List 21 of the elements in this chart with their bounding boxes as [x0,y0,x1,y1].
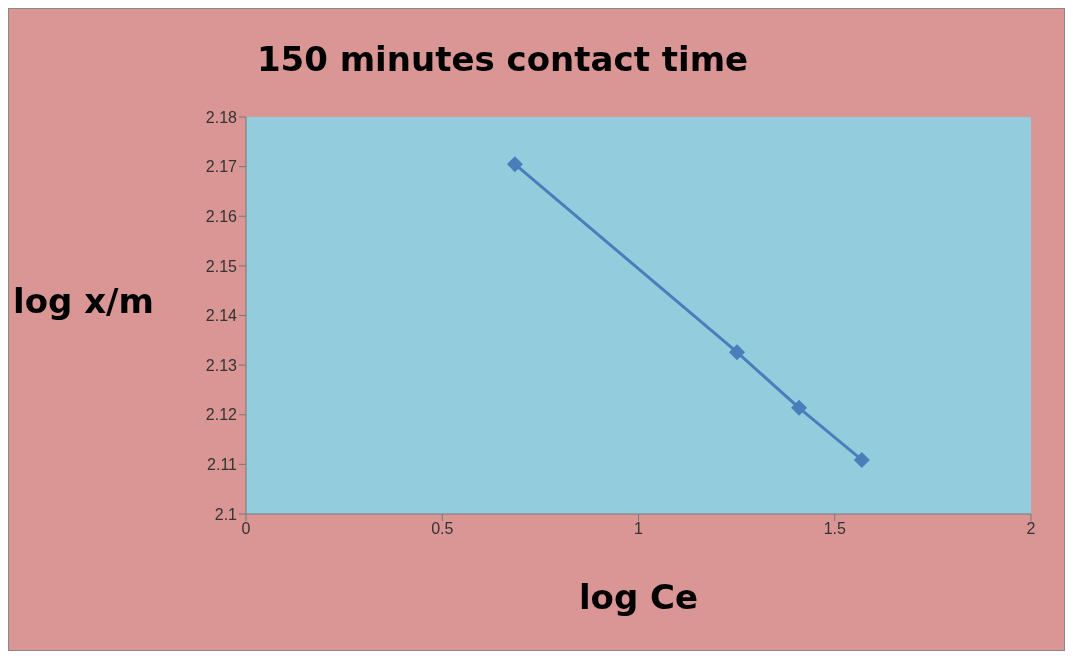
point [506,156,523,173]
y-tick-label: 2.1 [214,505,238,523]
point [791,399,808,416]
x-tick-label: 0 [241,520,251,538]
y-axis-title: log x/m [13,281,154,321]
y-tick-label: 2.12 [205,406,238,424]
y-tick-label: 2.17 [205,158,238,176]
y-tick-label: 2.13 [205,356,238,374]
x-tick-label: 1 [634,520,644,538]
y-tick-label: 2.16 [205,207,238,225]
point [853,451,870,468]
y-tick-label: 2.18 [205,108,238,126]
y-tick-label: 2.15 [205,257,238,275]
x-tick-label: 2 [1026,520,1036,538]
point [729,344,746,361]
y-tick-label: 2.14 [205,307,238,325]
x-tick-label: 0.5 [431,520,454,538]
y-tick-label: 2.11 [207,456,238,474]
chart-title: 150 minutes contact time [255,39,750,79]
x-axis-title: log Ce [577,577,700,617]
x-tick-label: 1.5 [823,520,846,538]
